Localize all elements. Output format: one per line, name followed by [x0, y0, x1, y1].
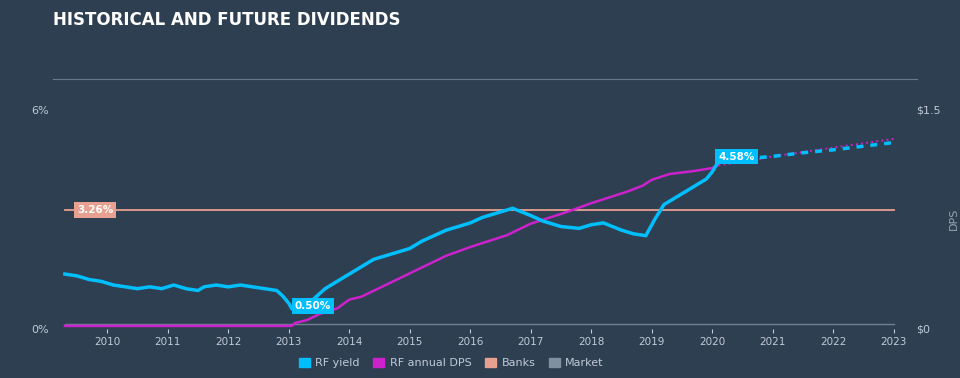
Text: 0.50%: 0.50%: [295, 301, 331, 311]
Legend: RF yield, RF annual DPS, Banks, Market: RF yield, RF annual DPS, Banks, Market: [294, 353, 609, 372]
Text: 3.26%: 3.26%: [77, 205, 113, 215]
Text: 4.58%: 4.58%: [718, 152, 755, 161]
Text: HISTORICAL AND FUTURE DIVIDENDS: HISTORICAL AND FUTURE DIVIDENDS: [53, 11, 400, 29]
Y-axis label: DPS: DPS: [949, 208, 959, 231]
